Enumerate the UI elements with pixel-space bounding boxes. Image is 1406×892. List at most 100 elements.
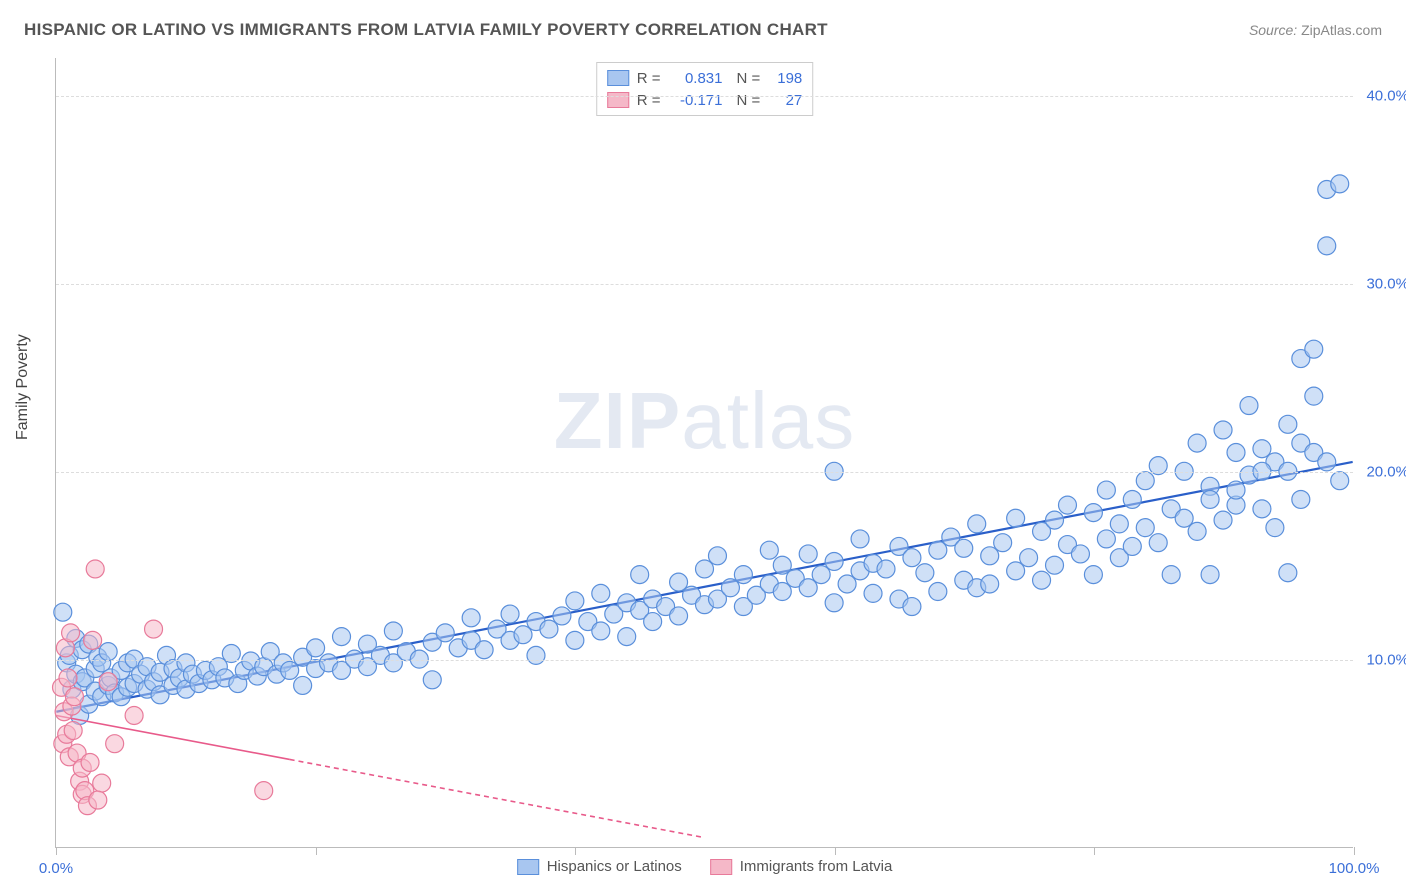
x-tick-label: 0.0%	[39, 860, 73, 877]
data-point	[1227, 444, 1245, 462]
data-point	[566, 592, 584, 610]
data-point	[65, 688, 83, 706]
data-point	[1149, 534, 1167, 552]
data-point	[864, 584, 882, 602]
scatter-svg	[56, 58, 1353, 847]
data-point	[1227, 481, 1245, 499]
data-point	[1279, 415, 1297, 433]
data-point	[62, 624, 80, 642]
data-point	[145, 620, 163, 638]
legend-swatch-hispanics	[517, 859, 539, 875]
data-point	[1123, 490, 1141, 508]
data-point	[1188, 434, 1206, 452]
data-point	[1136, 472, 1154, 490]
x-tick	[835, 847, 836, 855]
x-tick-label: 100.0%	[1329, 860, 1380, 877]
data-point	[1188, 522, 1206, 540]
data-point	[1266, 519, 1284, 537]
data-point	[618, 628, 636, 646]
data-point	[592, 622, 610, 640]
data-point	[89, 791, 107, 809]
legend-row-latvia: R = -0.171 N = 27	[607, 89, 803, 111]
data-point	[631, 566, 649, 584]
y-tick-label: 30.0%	[1366, 275, 1406, 292]
data-point	[1058, 496, 1076, 514]
data-point	[99, 673, 117, 691]
legend-swatch-latvia	[710, 859, 732, 875]
legend-row-hispanics: R = 0.831 N = 198	[607, 67, 803, 89]
data-point	[1201, 566, 1219, 584]
r-label: R =	[637, 70, 661, 87]
data-point	[59, 669, 77, 687]
data-point	[1279, 564, 1297, 582]
data-point	[54, 603, 72, 621]
r-value-latvia: -0.171	[669, 92, 723, 109]
data-point	[1214, 421, 1232, 439]
source-attribution: Source: ZipAtlas.com	[1249, 22, 1382, 38]
data-point	[333, 628, 351, 646]
data-point	[1253, 500, 1271, 518]
data-point	[851, 530, 869, 548]
data-point	[1331, 472, 1349, 490]
n-value-hispanics: 198	[768, 70, 802, 87]
data-point	[475, 641, 493, 659]
data-point	[825, 552, 843, 570]
data-point	[1046, 556, 1064, 574]
data-point	[86, 560, 104, 578]
data-point	[734, 566, 752, 584]
data-point	[877, 560, 895, 578]
data-point	[1318, 237, 1336, 255]
data-point	[799, 545, 817, 563]
data-point	[903, 549, 921, 567]
data-point	[501, 605, 519, 623]
data-point	[1214, 511, 1232, 529]
data-point	[1318, 453, 1336, 471]
source-name: ZipAtlas.com	[1301, 22, 1382, 38]
data-point	[1162, 566, 1180, 584]
data-point	[1007, 509, 1025, 527]
data-point	[64, 722, 82, 740]
data-point	[1305, 340, 1323, 358]
data-point	[1240, 397, 1258, 415]
series-legend: Hispanics or Latinos Immigrants from Lat…	[517, 858, 893, 875]
data-point	[903, 598, 921, 616]
x-tick	[1354, 847, 1355, 855]
source-label: Source:	[1249, 22, 1297, 38]
n-label: N =	[737, 92, 761, 109]
data-point	[566, 631, 584, 649]
data-point	[423, 671, 441, 689]
data-point	[1097, 530, 1115, 548]
data-point	[1046, 511, 1064, 529]
data-point	[981, 575, 999, 593]
data-point	[968, 515, 986, 533]
legend-item-hispanics: Hispanics or Latinos	[517, 858, 682, 875]
data-point	[1020, 549, 1038, 567]
data-point	[994, 534, 1012, 552]
data-point	[1084, 566, 1102, 584]
data-point	[955, 539, 973, 557]
x-tick	[575, 847, 576, 855]
gridline	[56, 96, 1353, 97]
x-tick	[56, 847, 57, 855]
y-tick-label: 40.0%	[1366, 87, 1406, 104]
data-point	[1305, 387, 1323, 405]
data-point	[106, 735, 124, 753]
data-point	[462, 609, 480, 627]
data-point	[1097, 481, 1115, 499]
legend-label-hispanics: Hispanics or Latinos	[547, 858, 682, 875]
data-point	[670, 607, 688, 625]
n-label: N =	[737, 70, 761, 87]
chart-title: HISPANIC OR LATINO VS IMMIGRANTS FROM LA…	[24, 20, 828, 40]
data-point	[93, 774, 111, 792]
data-point	[825, 594, 843, 612]
correlation-legend: R = 0.831 N = 198 R = -0.171 N = 27	[596, 62, 814, 116]
data-point	[384, 622, 402, 640]
gridline	[56, 660, 1353, 661]
data-point	[1071, 545, 1089, 563]
data-point	[1110, 515, 1128, 533]
y-axis-label: Family Poverty	[14, 334, 32, 440]
data-point	[1136, 519, 1154, 537]
data-point	[929, 583, 947, 601]
data-point	[644, 613, 662, 631]
data-point	[307, 639, 325, 657]
